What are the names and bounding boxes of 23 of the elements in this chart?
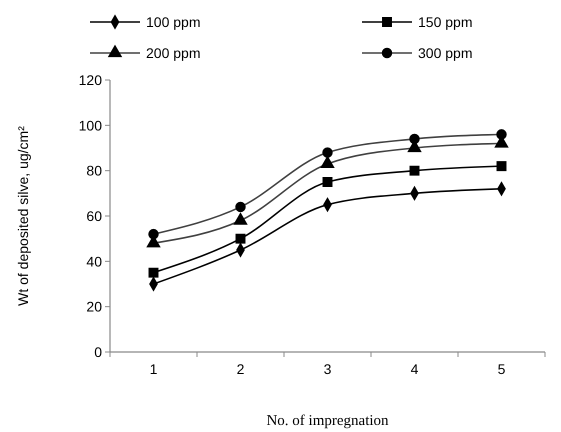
x-tick-label: 2 <box>236 361 245 377</box>
legend-label: 150 ppm <box>418 14 472 30</box>
y-tick-label: 60 <box>86 208 102 224</box>
point <box>148 268 158 278</box>
legend-label: 200 ppm <box>146 45 200 61</box>
y-tick-label: 40 <box>86 253 102 270</box>
y-tick-label: 100 <box>78 117 102 134</box>
x-axis-title: No. of impregnation <box>266 413 390 429</box>
y-tick-label: 20 <box>86 298 102 315</box>
legend-label: 100 ppm <box>146 14 200 30</box>
point <box>496 161 506 172</box>
y-axis-title: Wt of deposited silve, ug/cm² <box>15 126 31 306</box>
y-tick-label: 80 <box>86 162 102 179</box>
y-tick-label: 0 <box>94 344 102 360</box>
x-tick-label: 4 <box>410 361 419 377</box>
point <box>410 166 420 176</box>
y-tick-label: 120 <box>78 72 102 88</box>
x-tick-label: 5 <box>498 361 506 377</box>
point <box>322 177 332 187</box>
point <box>236 234 246 244</box>
x-tick-label: 3 <box>324 361 332 377</box>
x-tick-label: 1 <box>150 361 158 377</box>
legend-label: 300 ppm <box>418 45 472 61</box>
